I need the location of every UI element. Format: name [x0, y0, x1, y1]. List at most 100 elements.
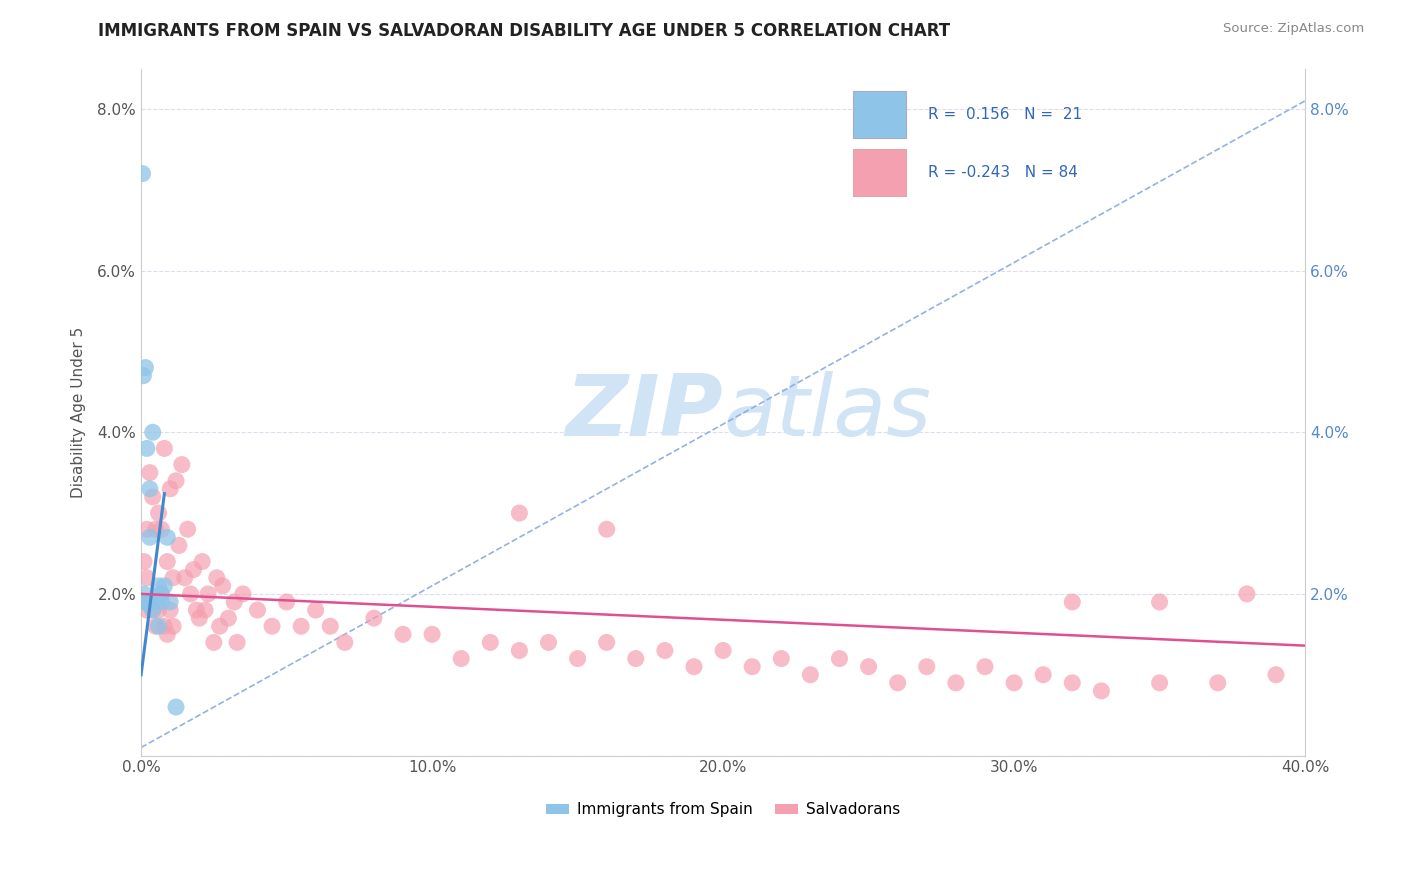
- Point: [1002, 675, 1025, 690]
- Point: [232, 587, 254, 601]
- Point: [135, 571, 157, 585]
- Point: [828, 651, 851, 665]
- Point: [135, 603, 157, 617]
- Point: [159, 595, 181, 609]
- Point: [392, 627, 415, 641]
- Point: [153, 579, 176, 593]
- Point: [654, 643, 676, 657]
- Text: atlas: atlas: [723, 370, 931, 453]
- Point: [159, 603, 181, 617]
- Point: [260, 619, 283, 633]
- Point: [156, 555, 179, 569]
- Y-axis label: Disability Age Under 5: Disability Age Under 5: [72, 326, 86, 498]
- Point: [135, 522, 157, 536]
- Point: [142, 603, 165, 617]
- Point: [156, 627, 179, 641]
- Point: [537, 635, 560, 649]
- Point: [153, 619, 176, 633]
- Point: [858, 659, 880, 673]
- Point: [683, 659, 706, 673]
- Point: [188, 611, 211, 625]
- Text: IMMIGRANTS FROM SPAIN VS SALVADORAN DISABILITY AGE UNDER 5 CORRELATION CHART: IMMIGRANTS FROM SPAIN VS SALVADORAN DISA…: [98, 22, 950, 40]
- Point: [148, 506, 170, 520]
- Point: [183, 563, 205, 577]
- Point: [150, 587, 173, 601]
- Point: [150, 587, 173, 601]
- Point: [162, 619, 184, 633]
- Point: [202, 635, 225, 649]
- Point: [290, 619, 312, 633]
- Point: [479, 635, 502, 649]
- Point: [1032, 667, 1054, 681]
- Point: [165, 474, 187, 488]
- Point: [148, 579, 170, 593]
- Point: [194, 603, 217, 617]
- Point: [139, 530, 162, 544]
- Point: [1149, 595, 1171, 609]
- Point: [162, 571, 184, 585]
- Point: [799, 667, 821, 681]
- Point: [508, 506, 530, 520]
- Point: [945, 675, 967, 690]
- Point: [1206, 675, 1229, 690]
- Point: [1090, 684, 1112, 698]
- Point: [1265, 667, 1288, 681]
- Point: [142, 425, 165, 440]
- Point: [363, 611, 385, 625]
- Point: [139, 466, 162, 480]
- Point: [142, 603, 165, 617]
- Point: [132, 368, 155, 383]
- Point: [148, 603, 170, 617]
- Point: [205, 571, 228, 585]
- Point: [915, 659, 938, 673]
- Point: [180, 587, 202, 601]
- Point: [156, 530, 179, 544]
- Point: [148, 619, 170, 633]
- Point: [1062, 675, 1084, 690]
- Point: [132, 555, 155, 569]
- Point: [186, 603, 208, 617]
- Point: [276, 595, 298, 609]
- Point: [134, 360, 156, 375]
- Point: [974, 659, 997, 673]
- Point: [226, 635, 249, 649]
- Point: [508, 643, 530, 657]
- Point: [153, 442, 176, 456]
- Point: [211, 579, 233, 593]
- Point: [197, 587, 219, 601]
- Point: [145, 595, 167, 609]
- Point: [142, 490, 165, 504]
- Point: [886, 675, 908, 690]
- Point: [132, 595, 155, 609]
- Point: [711, 643, 734, 657]
- Point: [139, 482, 162, 496]
- Point: [624, 651, 647, 665]
- Point: [567, 651, 589, 665]
- Point: [217, 611, 239, 625]
- Point: [224, 595, 246, 609]
- Point: [333, 635, 356, 649]
- Point: [176, 522, 198, 536]
- Point: [159, 482, 181, 496]
- Point: [595, 522, 617, 536]
- Point: [139, 595, 162, 609]
- Point: [132, 595, 155, 609]
- Point: [135, 442, 157, 456]
- Point: [1149, 675, 1171, 690]
- Point: [450, 651, 472, 665]
- Point: [139, 595, 162, 609]
- Point: [135, 595, 157, 609]
- Point: [167, 538, 190, 552]
- Point: [246, 603, 269, 617]
- Point: [1062, 595, 1084, 609]
- Point: [319, 619, 342, 633]
- Text: Source: ZipAtlas.com: Source: ZipAtlas.com: [1223, 22, 1364, 36]
- Point: [208, 619, 231, 633]
- Point: [741, 659, 763, 673]
- Point: [131, 167, 153, 181]
- Point: [165, 700, 187, 714]
- Point: [150, 522, 173, 536]
- Point: [145, 522, 167, 536]
- Point: [1236, 587, 1258, 601]
- Point: [191, 555, 214, 569]
